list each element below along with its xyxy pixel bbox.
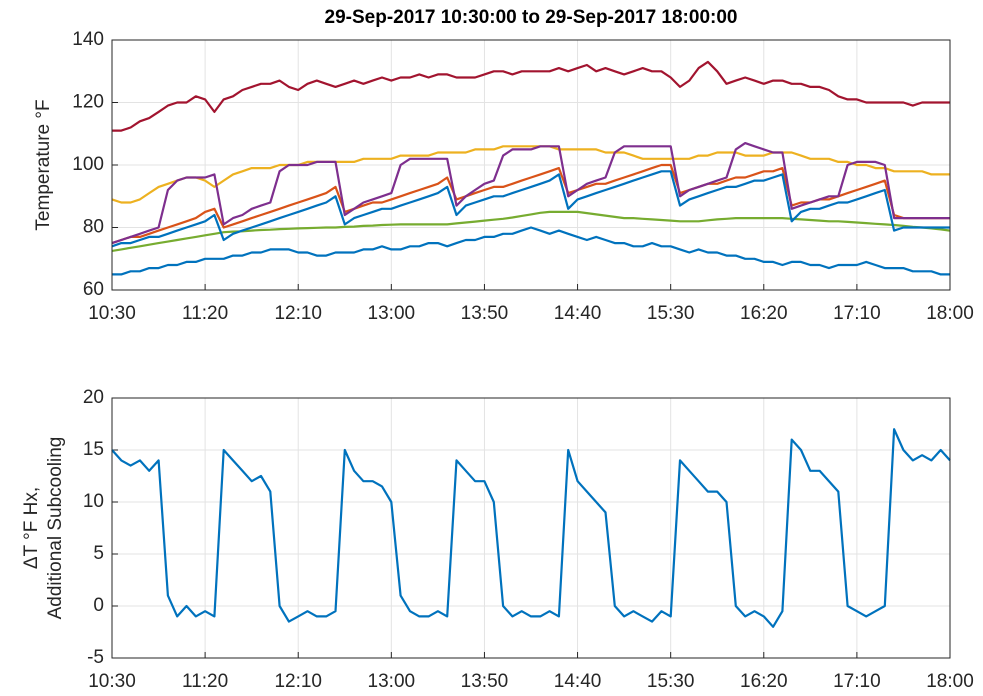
data-line [112, 226, 950, 276]
x-tick-label: 12:10 [274, 671, 322, 692]
x-tick-label: 15:30 [647, 671, 695, 692]
x-tick-label: 15:30 [647, 303, 695, 324]
y-tick-label: 0 [93, 595, 104, 616]
y-tick-label: 10 [83, 491, 104, 512]
x-tick-label: 14:40 [554, 671, 602, 692]
y-tick-label: 5 [93, 543, 104, 564]
data-line [111, 145, 950, 204]
x-tick-label: 13:50 [461, 671, 509, 692]
y-tick-label: 20 [83, 387, 104, 408]
data-line [111, 210, 951, 252]
y-tick-label: 140 [72, 29, 104, 50]
axes-frame [111, 397, 951, 659]
y-tick-label: 60 [83, 279, 104, 300]
x-tick-label: 11:20 [182, 671, 228, 692]
x-tick-label: 16:20 [740, 303, 788, 324]
y-tick-label: 120 [72, 92, 104, 113]
y-tick-label: 80 [83, 217, 104, 238]
x-tick-label: 18:00 [926, 303, 974, 324]
y-tick-label: -5 [87, 647, 104, 668]
y-tick-label: 100 [72, 154, 104, 175]
y-axis-label: Temperature °F [33, 99, 54, 230]
x-tick-label: 13:00 [368, 303, 416, 324]
x-tick-label: 16:20 [740, 671, 788, 692]
x-tick-label: 14:40 [554, 303, 602, 324]
chart-title: 29-Sep-2017 10:30:00 to 29-Sep-2017 18:0… [325, 7, 738, 28]
data-line [111, 170, 950, 248]
x-tick-label: 17:10 [833, 303, 881, 324]
data-line [111, 142, 950, 245]
data-line [112, 60, 950, 132]
y-axis-label: ΔT °F Hx, [21, 487, 42, 569]
x-tick-label: 10:30 [88, 303, 136, 324]
x-tick-label: 13:00 [368, 671, 416, 692]
y-tick-label: 15 [83, 439, 104, 460]
y-axis-label: Additional Subcooling [45, 437, 66, 620]
axes-frame [111, 39, 951, 291]
x-tick-label: 17:10 [833, 671, 881, 692]
x-tick-label: 13:50 [461, 303, 509, 324]
x-tick-label: 12:10 [274, 303, 322, 324]
x-tick-label: 18:00 [926, 671, 974, 692]
x-tick-label: 10:30 [88, 671, 136, 692]
data-line [111, 428, 951, 628]
x-tick-label: 11:20 [182, 303, 228, 324]
